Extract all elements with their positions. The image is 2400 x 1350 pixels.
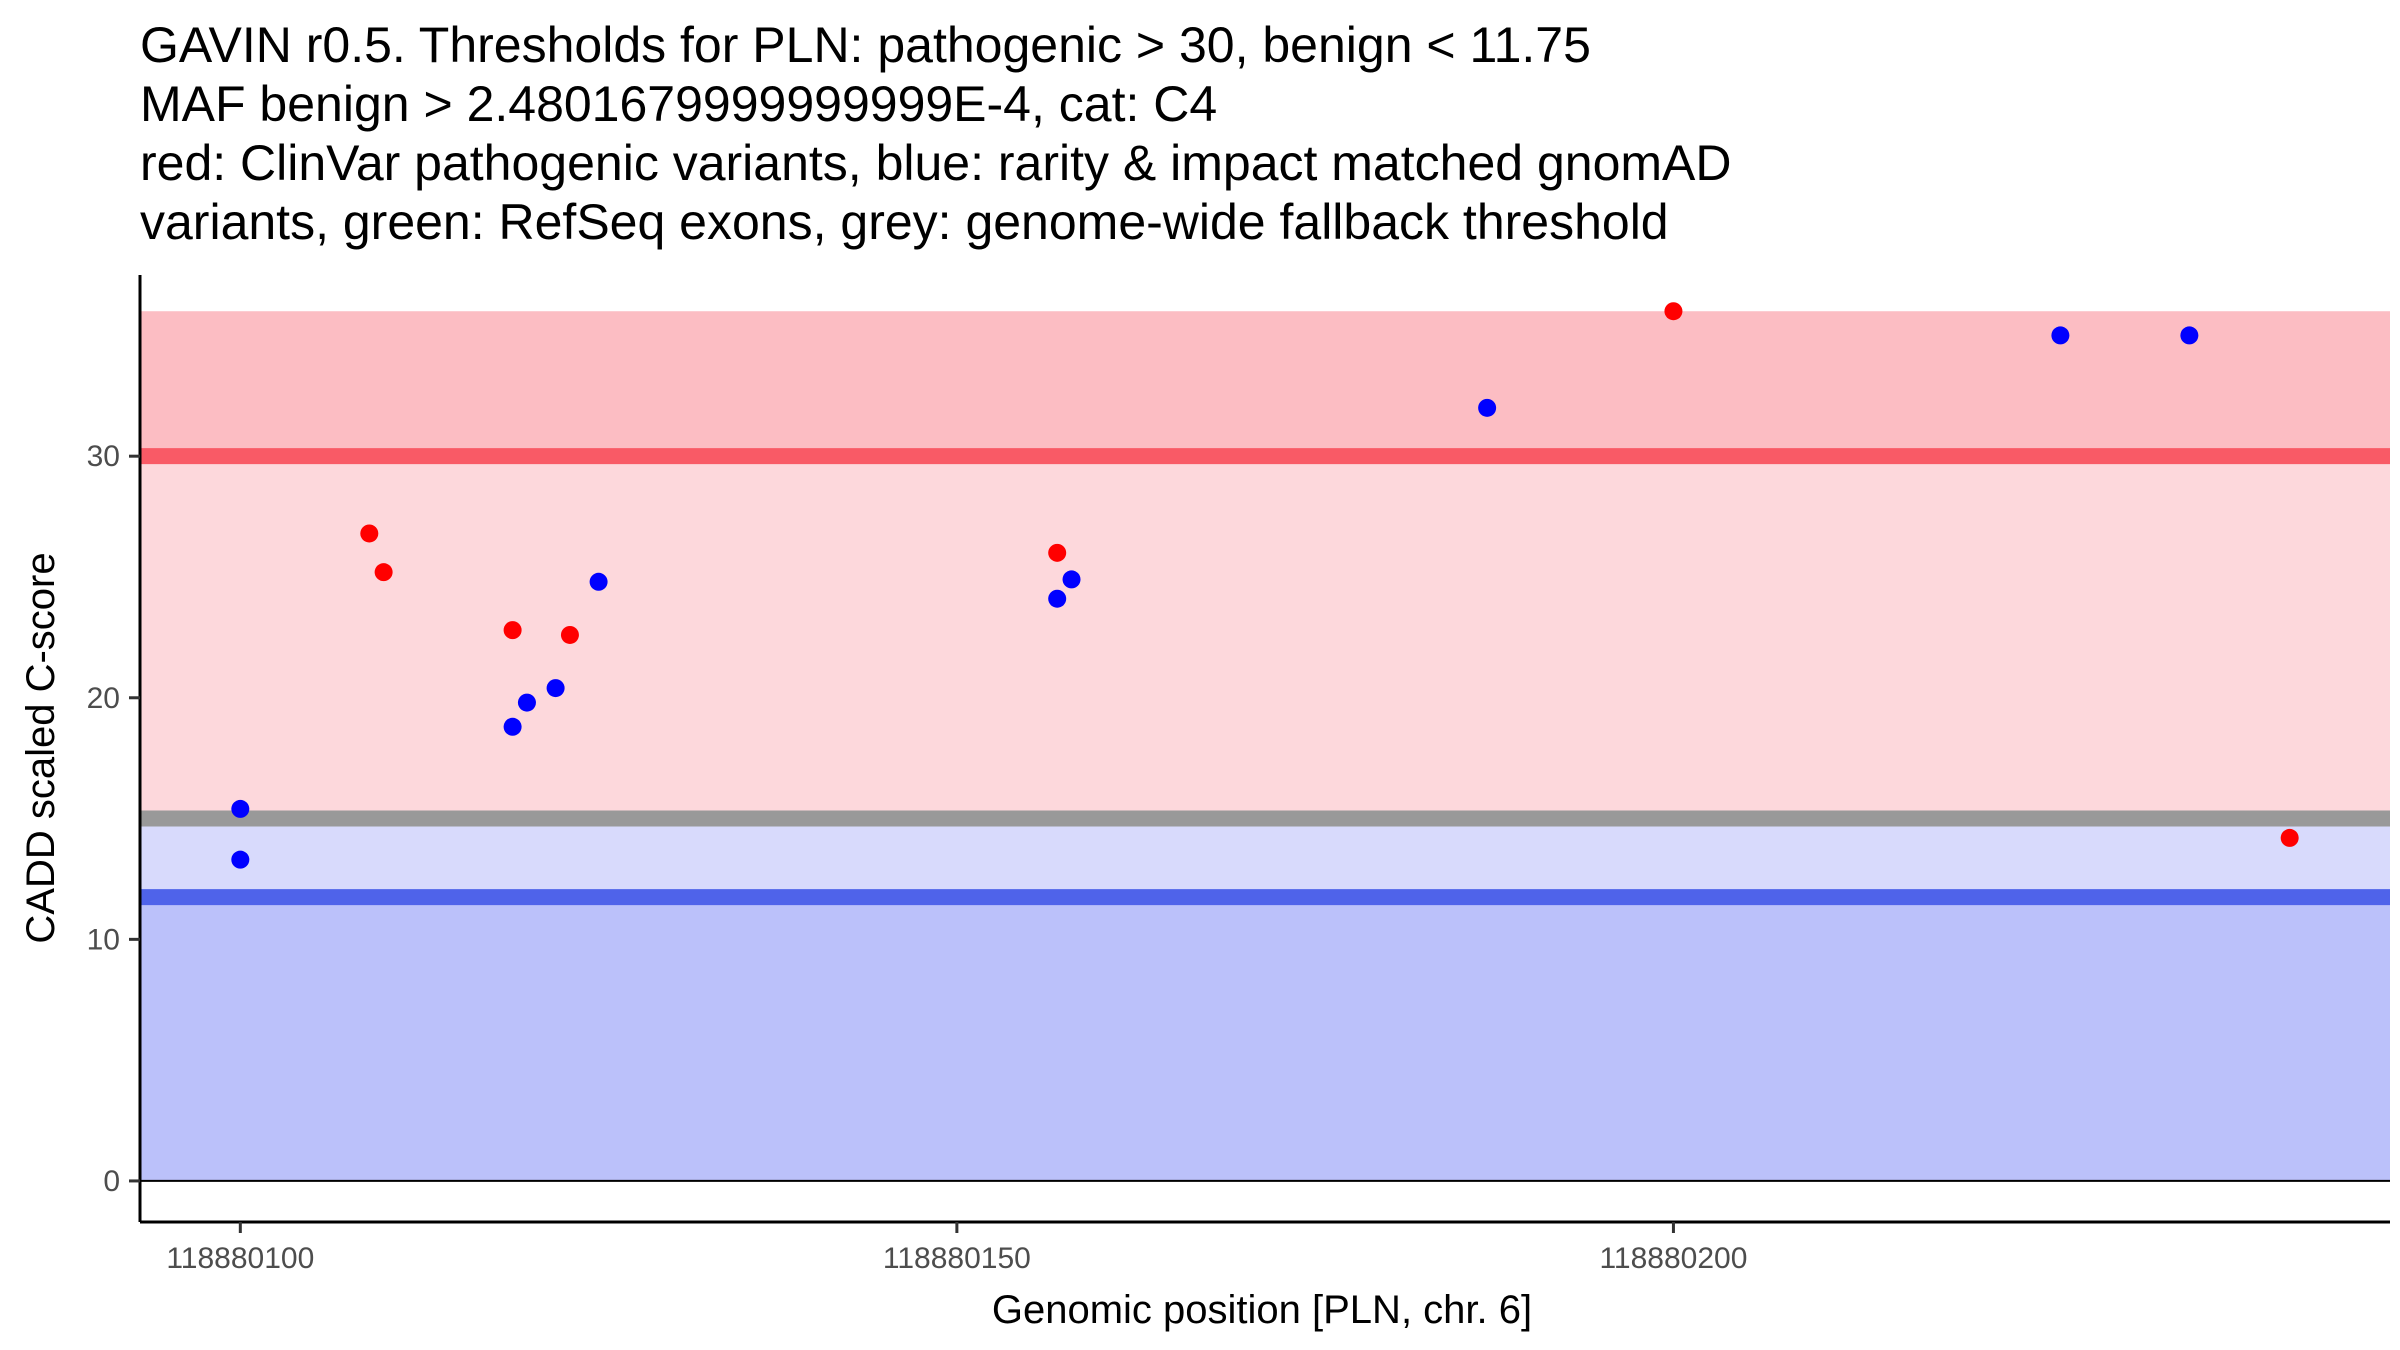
y-tick-label-10: 10 bbox=[87, 923, 120, 956]
pathogenic-variant-point-2 bbox=[374, 563, 393, 582]
pathogenic-variant-point-3 bbox=[503, 621, 522, 640]
title-line-3: red: ClinVar pathogenic variants, blue: … bbox=[140, 135, 1731, 191]
pathogenic-variant-point-7 bbox=[2280, 828, 2299, 847]
gnomad-variant-point-3 bbox=[503, 717, 522, 736]
gnomad-variant-point-4 bbox=[517, 693, 536, 712]
pathogenic-variant-point-4 bbox=[560, 625, 579, 644]
gnomad-variant-point-9 bbox=[1478, 398, 1497, 417]
pathogenic-region bbox=[140, 311, 2390, 457]
y-tick-label-0: 0 bbox=[103, 1165, 120, 1198]
axes: 118880100 118880150 118880200 0 10 20 30 bbox=[87, 275, 2390, 1275]
title-line-1: GAVIN r0.5. Thresholds for PLN: pathogen… bbox=[140, 17, 1591, 73]
x-axis-title: Genomic position [PLN, chr. 6] bbox=[992, 1288, 1532, 1332]
title-line-2: MAF benign > 2.4801679999999999E-4, cat:… bbox=[140, 76, 1217, 132]
gnomad-variant-point-6 bbox=[589, 572, 608, 591]
gnomad-variant-point-11 bbox=[2180, 326, 2199, 345]
gnomad-variant-point-7 bbox=[1048, 589, 1067, 608]
gnomad-variant-point-2 bbox=[231, 850, 250, 869]
y-axis-title: CADD scaled C-score bbox=[19, 552, 63, 943]
gnomad-variant-point-10 bbox=[2051, 326, 2070, 345]
pathogenic-variant-point-6 bbox=[1664, 302, 1683, 321]
benign-to-grey-region bbox=[140, 818, 2390, 898]
x-tick-label-118880100: 118880100 bbox=[166, 1242, 314, 1275]
gnomad-variant-point-1 bbox=[231, 799, 250, 818]
plot-area bbox=[140, 302, 2390, 1182]
y-tick-label-20: 20 bbox=[87, 682, 120, 715]
pathogenic-variant-point-1 bbox=[360, 524, 379, 543]
title-line-4: variants, green: RefSeq exons, grey: gen… bbox=[140, 194, 1669, 250]
grey-to-pathogenic-region bbox=[140, 456, 2390, 819]
gnomad-variant-point-8 bbox=[1062, 570, 1081, 589]
x-tick-label-118880150: 118880150 bbox=[883, 1242, 1031, 1275]
x-tick-label-118880200: 118880200 bbox=[1599, 1242, 1747, 1275]
benign-region bbox=[140, 897, 2390, 1181]
gnomad-variant-point-5 bbox=[546, 679, 565, 698]
pathogenic-variant-point-5 bbox=[1048, 543, 1067, 562]
y-tick-label-30: 30 bbox=[87, 440, 120, 473]
chart-title: GAVIN r0.5. Thresholds for PLN: pathogen… bbox=[140, 17, 1731, 250]
